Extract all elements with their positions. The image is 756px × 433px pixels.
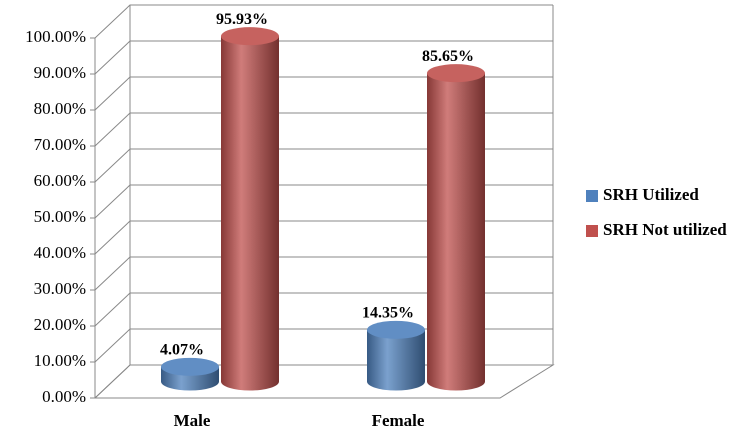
y-tick-label: 40.00% (34, 243, 86, 262)
x-tick-label: Male (174, 411, 211, 430)
y-tick-label: 90.00% (34, 63, 86, 82)
bar-top (367, 320, 425, 339)
y-tick-label: 10.00% (34, 351, 86, 370)
data-label: 85.65% (422, 48, 474, 65)
y-tick-label: 20.00% (34, 315, 86, 334)
grid-line (94, 4, 553, 39)
data-label: 4.07% (160, 342, 204, 359)
data-label: 14.35% (362, 305, 414, 322)
x-tick-label: Female (372, 411, 425, 430)
bar-top (221, 27, 279, 46)
legend-label: SRH Utilized (603, 185, 699, 204)
grid-line (94, 148, 553, 183)
grid-line (94, 184, 553, 219)
y-tick-label: 0.00% (42, 387, 86, 406)
grid-line (94, 112, 553, 147)
legend-label: SRH Not utilized (603, 220, 727, 239)
y-tick-label: 50.00% (34, 207, 86, 226)
grid-line (94, 292, 553, 327)
bar-top (427, 64, 485, 83)
grid-line (94, 40, 553, 75)
legend-swatch (586, 190, 598, 202)
grid-line (94, 256, 553, 291)
y-tick-label: 70.00% (34, 135, 86, 154)
bar-top (161, 357, 219, 376)
y-tick-label: 80.00% (34, 99, 86, 118)
y-tick-label: 100.00% (25, 27, 86, 46)
grid-line (94, 76, 553, 111)
grid-line (94, 220, 553, 255)
bar (427, 73, 485, 382)
y-tick-label: 60.00% (34, 171, 86, 190)
data-label: 95.93% (216, 11, 268, 28)
y-tick-label: 30.00% (34, 279, 86, 298)
legend-swatch (586, 225, 598, 237)
bar (221, 36, 279, 382)
